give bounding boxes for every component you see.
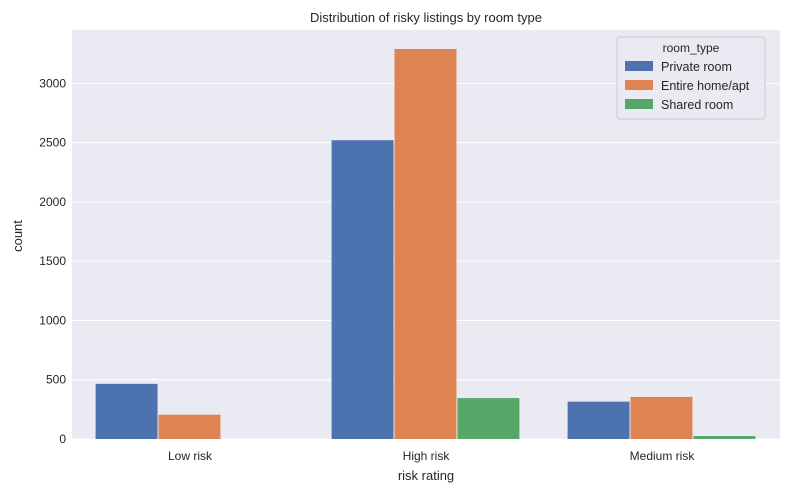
x-tick-label: Medium risk bbox=[630, 449, 696, 463]
legend-swatch bbox=[625, 99, 653, 109]
bar bbox=[158, 414, 221, 439]
bar bbox=[394, 48, 457, 439]
legend-label: Shared room bbox=[661, 98, 733, 112]
legend-title: room_type bbox=[663, 41, 720, 55]
bar bbox=[567, 401, 630, 439]
bar bbox=[457, 398, 520, 439]
y-tick-label: 2500 bbox=[39, 136, 66, 150]
y-tick-label: 0 bbox=[59, 432, 66, 446]
y-axis-label: count bbox=[10, 220, 25, 252]
x-tick-label: High risk bbox=[403, 449, 451, 463]
y-tick-label: 3000 bbox=[39, 76, 66, 90]
y-tick-label: 1500 bbox=[39, 254, 66, 268]
x-tick-label: Low risk bbox=[168, 449, 213, 463]
bar bbox=[693, 436, 756, 439]
y-axis-ticks: 0 500 1000 1500 2000 2500 3000 bbox=[39, 76, 66, 446]
x-axis-ticks: Low risk High risk Medium risk bbox=[168, 449, 695, 463]
legend: room_type Private room Entire home/apt Sha… bbox=[616, 36, 766, 120]
legend-box bbox=[616, 36, 766, 120]
y-tick-label: 2000 bbox=[39, 195, 66, 209]
bar bbox=[630, 396, 693, 439]
y-tick-label: 500 bbox=[46, 373, 66, 387]
bar bbox=[95, 383, 158, 439]
bars bbox=[95, 48, 756, 439]
chart-title: Distribution of risky listings by room t… bbox=[310, 10, 542, 25]
bar bbox=[331, 140, 394, 439]
x-axis-label: risk rating bbox=[398, 468, 454, 483]
legend-label: Private room bbox=[661, 60, 732, 74]
legend-swatch bbox=[625, 80, 653, 90]
legend-items: Private room Entire home/apt Shared room bbox=[625, 60, 750, 112]
y-tick-label: 1000 bbox=[39, 313, 66, 327]
legend-label: Entire home/apt bbox=[661, 79, 750, 93]
legend-swatch bbox=[625, 61, 653, 71]
